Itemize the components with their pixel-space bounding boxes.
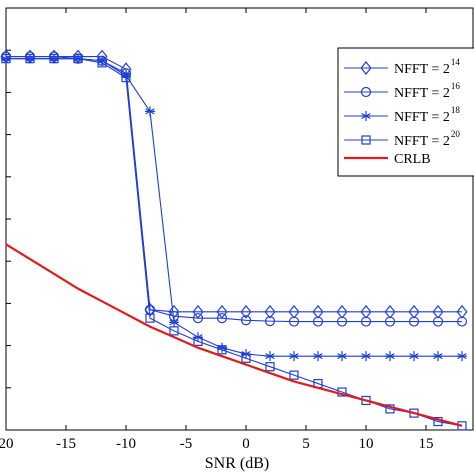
data-point-star xyxy=(433,351,443,362)
data-point-diamond xyxy=(408,304,420,319)
legend-entry: NFFT = 2 20 xyxy=(344,129,460,149)
x-tick-label: 10 xyxy=(359,436,374,452)
x-tick-label: 20 xyxy=(0,436,14,452)
legend-entry: NFFT = 2 18 xyxy=(344,105,460,125)
data-point-diamond xyxy=(336,304,348,319)
data-point-star xyxy=(313,351,323,362)
data-point-diamond xyxy=(264,304,276,319)
data-point-star xyxy=(169,317,179,328)
data-point-diamond xyxy=(360,61,372,75)
data-point-square xyxy=(265,362,275,372)
series-4 xyxy=(5,243,463,427)
data-point-star xyxy=(457,351,467,362)
data-point-square xyxy=(145,313,155,323)
series-line xyxy=(5,243,463,427)
x-tick-label: 0 xyxy=(242,436,250,452)
data-point-square xyxy=(25,54,35,64)
x-tick-label: -10 xyxy=(116,436,136,452)
x-tick-label: -15 xyxy=(56,436,76,452)
data-point-square xyxy=(1,54,11,64)
data-point-square xyxy=(49,54,59,64)
data-point-circle xyxy=(456,316,468,327)
series-layer xyxy=(0,49,468,431)
series-3 xyxy=(1,54,467,431)
data-point-square xyxy=(97,58,107,68)
data-point-diamond xyxy=(240,304,252,319)
data-point-square xyxy=(361,135,371,145)
legend-entry: NFFT = 2 14 xyxy=(344,57,460,77)
data-point-star xyxy=(337,351,347,362)
data-point-circle xyxy=(360,316,372,327)
data-point-square xyxy=(193,336,203,346)
data-point-circle xyxy=(288,316,300,327)
data-point-square xyxy=(169,326,179,336)
data-point-diamond xyxy=(456,304,468,319)
data-point-star xyxy=(361,351,371,362)
data-point-square xyxy=(121,73,131,83)
data-point-circle xyxy=(432,316,444,327)
legend-label-exponent: 16 xyxy=(451,81,461,91)
data-point-circle xyxy=(264,316,276,327)
x-tick-label: -5 xyxy=(180,436,193,452)
legend-label: NFFT = 2 xyxy=(394,110,450,125)
data-point-square xyxy=(241,353,251,363)
data-point-star xyxy=(409,351,419,362)
data-point-star xyxy=(289,351,299,362)
legend-label-exponent: 20 xyxy=(451,129,461,139)
data-point-diamond xyxy=(432,304,444,319)
legend-label-exponent: 18 xyxy=(451,105,461,115)
data-point-circle xyxy=(192,313,204,324)
data-point-circle xyxy=(216,313,228,324)
legend-label: NFFT = 2 xyxy=(394,86,450,101)
data-point-star xyxy=(385,351,395,362)
data-point-square xyxy=(289,370,299,380)
data-point-circle xyxy=(240,315,252,326)
ticks-layer: 20 -15 -10 -5 0 5 10 15 xyxy=(0,8,434,452)
data-point-square xyxy=(217,345,227,355)
data-point-diamond xyxy=(312,304,324,319)
data-point-diamond xyxy=(288,304,300,319)
x-tick-label: 15 xyxy=(419,436,434,452)
legend-entry: CRLB xyxy=(344,152,431,167)
data-point-circle xyxy=(312,316,324,327)
legend-label: CRLB xyxy=(394,152,431,167)
legend-label: NFFT = 2 xyxy=(394,134,450,149)
data-point-diamond xyxy=(384,304,396,319)
data-point-circle xyxy=(360,86,372,98)
data-point-diamond xyxy=(360,304,372,319)
legend-box xyxy=(337,47,474,177)
legend-label: NFFT = 2 xyxy=(394,62,450,77)
data-point-circle xyxy=(384,316,396,327)
legend-entry: NFFT = 2 16 xyxy=(344,81,460,101)
data-point-star xyxy=(145,106,155,117)
data-point-star xyxy=(265,351,275,362)
data-point-square xyxy=(73,54,83,64)
data-point-star xyxy=(361,111,371,121)
data-point-circle xyxy=(336,316,348,327)
data-point-circle xyxy=(408,316,420,327)
x-tick-label: 5 xyxy=(302,436,310,452)
x-axis-label: SNR (dB) xyxy=(205,455,269,472)
legend-label-exponent: 14 xyxy=(451,57,461,67)
